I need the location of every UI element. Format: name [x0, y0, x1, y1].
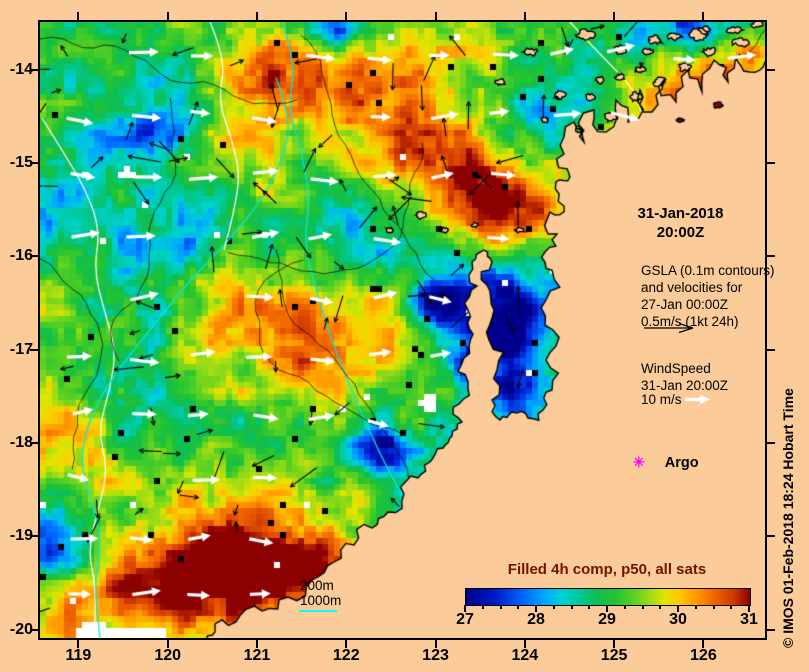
- colorbar-tick: [606, 605, 608, 612]
- x-axis-label: 121: [243, 647, 271, 664]
- isobath-depth-label: 1000m: [300, 593, 342, 608]
- x-axis-tick-top: [166, 12, 169, 20]
- y-axis-tick-left: [30, 535, 38, 538]
- timestamp-date: 31-Jan-2018: [637, 205, 724, 222]
- y-axis-tick-left: [30, 628, 38, 631]
- x-axis-tick-bottom: [702, 640, 705, 648]
- x-axis-tick-bottom: [434, 640, 437, 648]
- gsla-legend-line: GSLA (0.1m contours): [641, 263, 775, 278]
- argo-legend: ✳ Argo: [633, 454, 699, 471]
- x-axis-tick-top: [613, 12, 616, 20]
- y-axis-label: -15: [9, 153, 33, 171]
- windspeed-scale-arrow-icon: [685, 394, 710, 405]
- colorbar-tick: [570, 605, 573, 609]
- y-axis-tick-left: [30, 161, 38, 164]
- x-axis-tick-bottom: [255, 640, 258, 648]
- y-axis-label: -19: [9, 527, 33, 545]
- y-axis-tick-left: [30, 68, 38, 71]
- y-axis-label: -20: [9, 620, 33, 638]
- windspeed-scale-label: 10 m/s: [641, 392, 682, 407]
- argo-label: Argo: [664, 454, 699, 471]
- colorbar: [465, 588, 751, 606]
- colorbar-tick: [535, 605, 537, 612]
- y-axis-tick-right: [767, 441, 775, 444]
- colorbar-tick: [659, 605, 662, 609]
- x-axis-tick-top: [702, 12, 705, 20]
- x-axis-tick-top: [255, 12, 258, 20]
- composite-timestamp: 31-Jan-2018 20:00Z: [628, 204, 733, 242]
- x-axis-tick-bottom: [345, 640, 348, 648]
- y-axis-tick-right: [767, 628, 775, 631]
- timestamp-time: 20:00Z: [656, 224, 705, 241]
- argo-float-icon: ✳: [633, 454, 645, 470]
- colorbar-tick: [748, 605, 750, 612]
- x-axis-tick-top: [345, 12, 348, 20]
- y-axis-label: -14: [9, 60, 33, 78]
- windspeed-scale-value: 10 m/s: [641, 392, 682, 407]
- y-axis-tick-right: [767, 161, 775, 164]
- colorbar-tick-label: 28: [527, 611, 545, 628]
- colorbar-tick: [641, 605, 644, 609]
- x-axis-label: 125: [600, 647, 628, 664]
- y-axis-tick-right: [767, 68, 775, 71]
- isobath-line-icon: [299, 610, 337, 612]
- x-axis-tick-top: [523, 12, 526, 20]
- x-axis-label: 119: [65, 647, 92, 664]
- x-axis-label: 122: [332, 647, 360, 664]
- y-axis-label: -17: [9, 340, 33, 358]
- colorbar-tick: [694, 605, 697, 609]
- colorbar-tick-label: 27: [456, 611, 474, 628]
- y-axis-label: -18: [9, 433, 33, 451]
- windspeed-legend: WindSpeed 31-Jan 20:00Z: [641, 360, 728, 394]
- gsla-velocity-scale-arrow-icon: [644, 322, 694, 334]
- map-plot-area: [38, 20, 767, 640]
- x-axis-tick-bottom: [523, 640, 526, 648]
- x-axis-tick-bottom: [613, 640, 616, 648]
- gsla-legend-line: 27-Jan 00:00Z: [641, 297, 729, 312]
- colorbar-tick: [481, 605, 484, 609]
- colorbar-tick: [588, 605, 591, 609]
- x-axis-tick-bottom: [166, 640, 169, 648]
- x-axis-tick-bottom: [77, 640, 80, 648]
- colorbar-tick: [499, 605, 502, 609]
- windspeed-legend-line: WindSpeed: [641, 361, 711, 376]
- isobath-depth-label: 200m: [300, 578, 334, 593]
- y-axis-tick-right: [767, 348, 775, 351]
- x-axis-label: 123: [422, 647, 449, 664]
- colorbar-tick: [712, 605, 715, 609]
- colorbar-tick: [464, 605, 466, 612]
- x-axis-tick-top: [434, 12, 437, 20]
- windspeed-legend-line: 31-Jan 20:00Z: [641, 378, 729, 393]
- y-axis-tick-right: [767, 255, 775, 258]
- gsla-legend-line: 0.5m/s (1kt 24h): [641, 314, 739, 329]
- y-axis-tick-right: [767, 535, 775, 538]
- colorbar-tick: [623, 605, 626, 609]
- colorbar-tick: [677, 605, 679, 612]
- gsla-legend-line: and velocities for: [641, 280, 743, 295]
- x-axis-tick-top: [77, 12, 80, 20]
- y-axis-label: -16: [9, 247, 33, 265]
- colorbar-tick-label: 30: [669, 611, 687, 628]
- colorbar-tick-label: 29: [598, 611, 616, 628]
- colorbar-title: Filled 4h comp, p50, all sats: [507, 561, 707, 578]
- x-axis-label: 120: [154, 647, 182, 664]
- x-axis-label: 124: [511, 647, 539, 664]
- colorbar-tick: [730, 605, 733, 609]
- colorbar-tick: [552, 605, 555, 609]
- colorbar-tick: [517, 605, 520, 609]
- imos-watermark: © IMOS 01-Feb-2018 18:24 Hobart Time: [780, 388, 796, 648]
- x-axis-label: 126: [690, 647, 717, 664]
- y-axis-tick-left: [30, 441, 38, 444]
- isobath-legend: 200m 1000m: [300, 578, 341, 608]
- y-axis-tick-left: [30, 255, 38, 258]
- sst-raster-canvas: [40, 22, 765, 638]
- colorbar-tick-label: 31: [740, 611, 758, 628]
- y-axis-tick-left: [30, 348, 38, 351]
- gsla-legend: GSLA (0.1m contours) and velocities for 27…: [641, 262, 775, 330]
